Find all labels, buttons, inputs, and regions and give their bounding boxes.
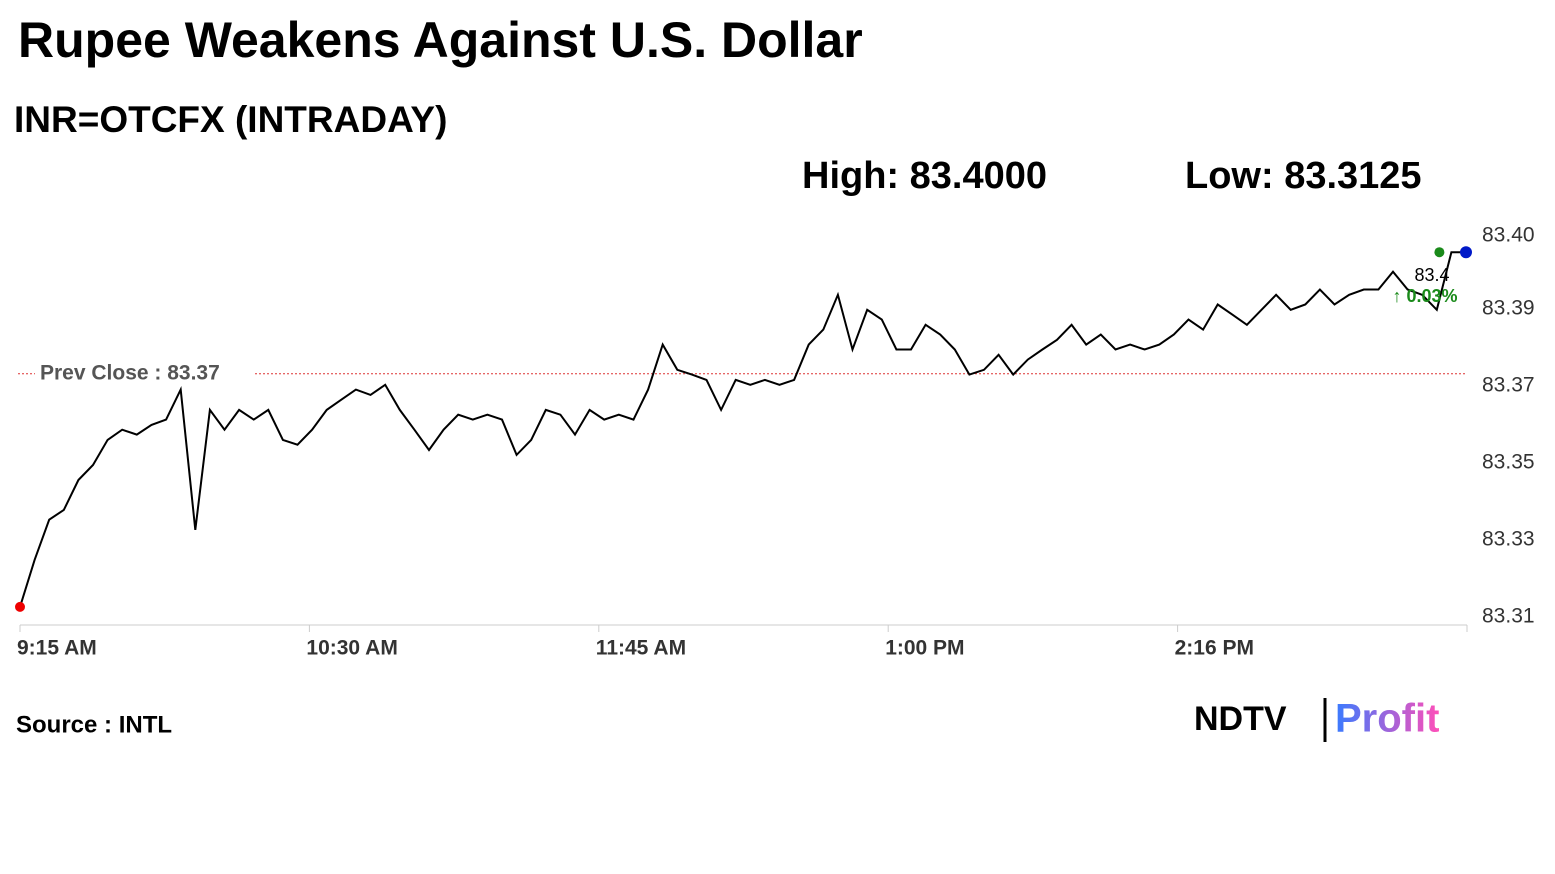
y-tick-label: 83.39 xyxy=(1482,297,1535,320)
start-dot xyxy=(15,601,25,612)
y-tick-label: 83.31 xyxy=(1482,605,1535,628)
y-tick-label: 83.33 xyxy=(1482,528,1535,551)
chart-title: Rupee Weakens Against U.S. Dollar xyxy=(18,12,863,68)
price-line xyxy=(19,251,1466,608)
chart-subtitle: INR=OTCFX (INTRADAY) xyxy=(14,99,447,140)
x-tick-label: 1:00 PM xyxy=(885,637,964,660)
change-label: ↑ 0.03% xyxy=(1392,286,1457,306)
logo-profit: Profit xyxy=(1335,697,1439,741)
last-dot xyxy=(1460,246,1472,259)
logo-ndtv: NDTV xyxy=(1194,700,1287,738)
last-value-label: 83.4 xyxy=(1414,265,1449,285)
source: Source : INTL xyxy=(16,711,172,738)
y-tick-label: 83.35 xyxy=(1482,451,1535,474)
high-label: High: 83.4000 xyxy=(802,155,1047,197)
x-tick-label: 2:16 PM xyxy=(1175,637,1254,660)
x-tick-label: 10:30 AM xyxy=(306,637,397,660)
low-label: Low: 83.3125 xyxy=(1185,155,1422,197)
prev-close-label: Prev Close : 83.37 xyxy=(40,361,220,384)
x-tick-label: 11:45 AM xyxy=(596,637,686,660)
prev-dot xyxy=(1434,247,1445,258)
x-tick-label: 9:15 AM xyxy=(17,637,97,660)
y-tick-label: 83.37 xyxy=(1482,374,1535,397)
y-tick-label: 83.40 xyxy=(1482,224,1535,247)
